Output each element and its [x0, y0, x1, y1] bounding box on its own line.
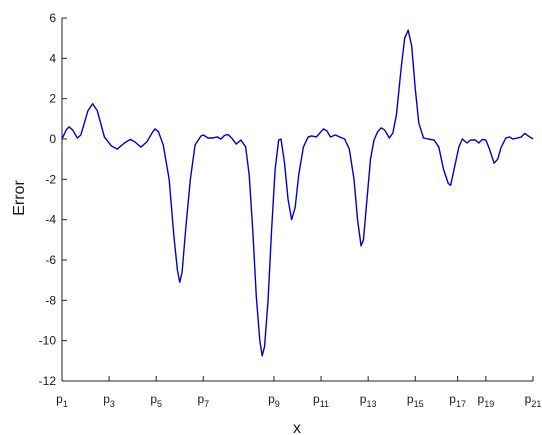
y-tick-label: 2: [49, 92, 56, 106]
x-ticks: p1 p3 p5 p7 p9 p11 p13 p15 p17 p19 p21: [56, 376, 541, 409]
y-tick-label: -8: [45, 293, 56, 307]
y-tick-label: -2: [45, 172, 56, 186]
x-tick-label: p17: [449, 392, 466, 409]
x-tick-label: p15: [407, 392, 424, 409]
y-ticks: -12 -10 -8 -6 -4 -2 0 2 4 6: [39, 11, 67, 388]
y-tick-label: 6: [49, 11, 56, 25]
x-tick-label: p1: [56, 392, 68, 409]
y-tick-label: 4: [49, 51, 56, 65]
y-tick-label: -6: [45, 253, 56, 267]
x-axis-label: x: [293, 420, 301, 435]
axes: [61, 18, 533, 382]
x-tick-label: p13: [360, 392, 377, 409]
x-tick-label: p3: [103, 392, 115, 409]
series-line: [61, 29, 534, 357]
y-tick-label: -12: [39, 374, 57, 388]
x-tick-label: p9: [268, 392, 280, 409]
x-tick-label: p7: [197, 392, 209, 409]
series-group: [61, 29, 534, 357]
y-tick-label: -4: [45, 213, 56, 227]
x-tick-label: p11: [313, 392, 329, 409]
x-tick-label: p21: [525, 392, 542, 409]
y-tick-label: 0: [49, 132, 56, 146]
x-tick-label: p19: [478, 392, 495, 409]
y-tick-label: -10: [39, 334, 57, 348]
y-axis-label: Error: [11, 180, 28, 216]
x-tick-label: p5: [150, 392, 162, 409]
